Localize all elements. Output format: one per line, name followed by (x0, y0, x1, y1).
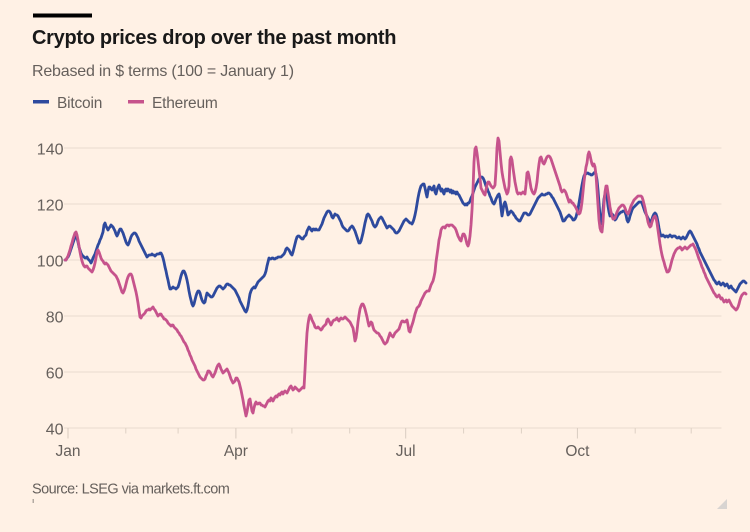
svg-text:Ethereum: Ethereum (152, 95, 218, 112)
svg-text:100: 100 (37, 254, 64, 271)
svg-text:40: 40 (46, 422, 64, 439)
svg-text:Oct: Oct (565, 443, 590, 460)
svg-text:60: 60 (46, 366, 64, 383)
svg-text:80: 80 (46, 310, 64, 327)
svg-text:Jan: Jan (56, 443, 81, 460)
svg-text:Bitcoin: Bitcoin (57, 95, 102, 112)
svg-text:120: 120 (37, 198, 64, 215)
svg-text:Crypto prices drop over the pa: Crypto prices drop over the past month (32, 27, 396, 49)
svg-text:Jul: Jul (396, 443, 416, 460)
svg-text:Source: LSEG via markets.ft.co: Source: LSEG via markets.ft.com (32, 482, 230, 498)
svg-text:Rebased in $ terms (100 = Janu: Rebased in $ terms (100 = January 1) (32, 63, 294, 80)
svg-text:140: 140 (37, 142, 64, 159)
svg-text:Apr: Apr (224, 443, 248, 460)
